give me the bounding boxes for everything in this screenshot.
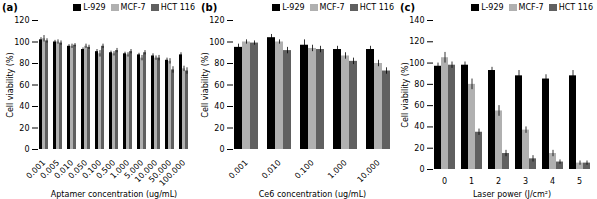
svg-text:10.000: 10.000 bbox=[133, 158, 160, 185]
svg-text:2: 2 bbox=[496, 177, 501, 186]
html-text:L-929: L-929 bbox=[83, 2, 106, 12]
html-text:L-929: L-929 bbox=[282, 2, 305, 12]
svg-text:5: 5 bbox=[577, 177, 582, 186]
svg-text:120: 120 bbox=[409, 37, 424, 46]
svg-text:0: 0 bbox=[442, 177, 447, 186]
svg-text:20: 20 bbox=[414, 144, 424, 153]
svg-text:10.000: 10.000 bbox=[356, 158, 382, 184]
svg-text:80: 80 bbox=[214, 59, 224, 68]
svg-text:0.001: 0.001 bbox=[24, 158, 48, 181]
svg-text:80: 80 bbox=[414, 80, 424, 89]
svg-text:Ce6 concentration (ug/mL): Ce6 concentration (ug/mL) bbox=[259, 190, 366, 199]
svg-text:0: 0 bbox=[219, 145, 224, 154]
svg-text:1: 1 bbox=[469, 177, 474, 186]
svg-text:60: 60 bbox=[214, 81, 224, 90]
svg-text:0.050: 0.050 bbox=[66, 158, 90, 181]
svg-text:100: 100 bbox=[209, 38, 224, 47]
svg-text:60: 60 bbox=[19, 81, 29, 90]
html-text:(a): (a) bbox=[2, 1, 18, 13]
svg-text:0.500: 0.500 bbox=[94, 158, 118, 181]
svg-text:120: 120 bbox=[14, 16, 29, 25]
svg-text:100: 100 bbox=[409, 59, 424, 68]
svg-text:50.000: 50.000 bbox=[147, 158, 174, 185]
svg-text:0.005: 0.005 bbox=[38, 158, 62, 181]
svg-text:5.000: 5.000 bbox=[122, 158, 146, 181]
svg-text:120: 120 bbox=[209, 16, 224, 25]
svg-text:0.001: 0.001 bbox=[227, 158, 250, 181]
svg-text:0.010: 0.010 bbox=[260, 158, 283, 181]
svg-text:Cell viability (%): Cell viability (%) bbox=[6, 52, 15, 117]
svg-text:0: 0 bbox=[419, 165, 424, 174]
svg-text:0.100: 0.100 bbox=[80, 158, 104, 181]
svg-text:20: 20 bbox=[19, 124, 29, 133]
html-text:L-929: L-929 bbox=[481, 2, 504, 12]
html-text:MCF-7: MCF-7 bbox=[319, 2, 345, 12]
svg-text:100.000: 100.000 bbox=[157, 158, 187, 188]
svg-text:Laser power (J/cm²): Laser power (J/cm²) bbox=[473, 190, 551, 199]
html-text:(c): (c) bbox=[400, 1, 416, 13]
html-text:HCT 116: HCT 116 bbox=[359, 2, 394, 12]
svg-text:40: 40 bbox=[19, 102, 29, 111]
svg-text:Aptamer concentration (ug/mL): Aptamer concentration (ug/mL) bbox=[51, 190, 177, 199]
svg-text:60: 60 bbox=[414, 101, 424, 110]
html-text:HCT 116: HCT 116 bbox=[160, 2, 195, 12]
svg-text:1.000: 1.000 bbox=[108, 158, 132, 181]
svg-text:0.010: 0.010 bbox=[52, 158, 76, 181]
svg-text:40: 40 bbox=[214, 102, 224, 111]
svg-text:0: 0 bbox=[24, 145, 29, 154]
svg-text:3: 3 bbox=[523, 177, 528, 186]
svg-text:0.100: 0.100 bbox=[293, 158, 316, 181]
svg-text:80: 80 bbox=[19, 59, 29, 68]
html-text:MCF-7: MCF-7 bbox=[518, 2, 544, 12]
html-text:MCF-7: MCF-7 bbox=[120, 2, 146, 12]
html-text:(b): (b) bbox=[201, 1, 218, 13]
svg-text:4: 4 bbox=[550, 177, 555, 186]
svg-text:Cell viability (%): Cell viability (%) bbox=[401, 62, 410, 127]
svg-text:Cell viability (%): Cell viability (%) bbox=[201, 52, 210, 117]
svg-text:140: 140 bbox=[409, 16, 424, 25]
svg-text:20: 20 bbox=[214, 124, 224, 133]
svg-text:40: 40 bbox=[414, 122, 424, 131]
svg-text:1.000: 1.000 bbox=[326, 158, 349, 181]
svg-text:100: 100 bbox=[14, 38, 29, 47]
html-text:HCT 116: HCT 116 bbox=[558, 2, 593, 12]
